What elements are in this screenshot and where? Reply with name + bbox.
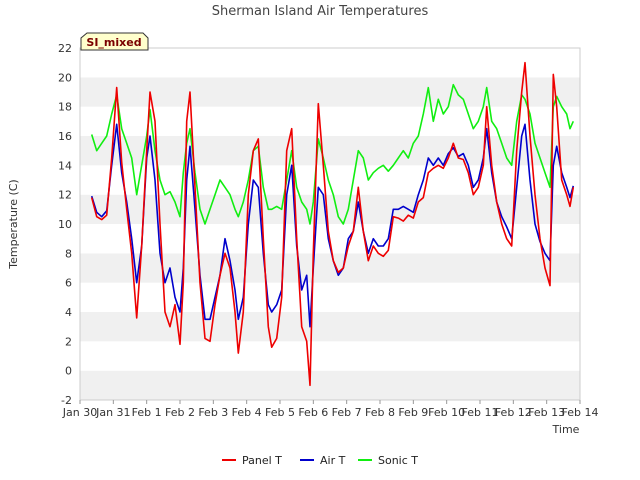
x-tick-label: Feb 3: [198, 406, 228, 419]
chart-title: Sherman Island Air Temperatures: [212, 4, 429, 19]
annotation-tag: SI_mixed: [80, 32, 149, 51]
y-tick-label: 22: [58, 42, 72, 55]
x-tick-label: Feb 4: [232, 406, 262, 419]
legend: Panel T Air T Sonic T: [222, 454, 418, 467]
x-tick-label: Jan 30: [62, 406, 97, 419]
y-tick-label: 12: [58, 189, 72, 202]
y-tick-label: 8: [65, 247, 72, 260]
grid-band: [80, 253, 580, 283]
series-line-sonic-t: [90, 83, 575, 225]
grid-bands: [80, 48, 580, 400]
x-tick-label: Feb 10: [428, 406, 465, 419]
legend-label: Panel T: [242, 454, 282, 467]
x-tick-label: Feb 7: [332, 406, 362, 419]
y-tick-label: 2: [65, 335, 72, 348]
x-tick-label: Feb 1: [132, 406, 162, 419]
grid-band: [80, 282, 580, 312]
series-layer: [90, 61, 575, 387]
x-tick-label: Feb 14: [562, 406, 599, 419]
y-axis-label: Temperature (C): [7, 179, 20, 269]
grid-band: [80, 106, 580, 136]
x-tick-label: Feb 13: [528, 406, 565, 419]
x-tick-label: Feb 2: [165, 406, 195, 419]
grid-band: [80, 48, 580, 78]
grid-band: [80, 370, 580, 400]
x-axis-label: Time: [552, 423, 580, 436]
y-tick-label: 6: [65, 277, 72, 290]
y-tick-label: 0: [65, 365, 72, 378]
x-tick-label: Jan 31: [95, 406, 130, 419]
grid-band: [80, 77, 580, 107]
grid-band: [80, 341, 580, 371]
legend-label: Air T: [320, 454, 346, 467]
y-tick-label: -2: [61, 394, 72, 407]
plot-frame: [79, 47, 581, 401]
y-tick-label: 14: [58, 159, 72, 172]
x-tick-label: Feb 6: [298, 406, 328, 419]
y-tick-label: 16: [58, 130, 72, 143]
x-tick-label: Feb 5: [265, 406, 295, 419]
x-tick-label: Feb 8: [365, 406, 395, 419]
x-tick-label: Feb 11: [462, 406, 499, 419]
y-tick-label: 10: [58, 218, 72, 231]
x-tick-label: Feb 12: [495, 406, 532, 419]
annotation-label: SI_mixed: [86, 36, 141, 49]
legend-label: Sonic T: [378, 454, 418, 467]
grid-band: [80, 312, 580, 342]
y-tick-label: 18: [58, 101, 72, 114]
series-line-panel-t: [90, 61, 575, 387]
grid-band: [80, 136, 580, 166]
x-tick-label: Feb 9: [398, 406, 428, 419]
y-tick-label: 20: [58, 71, 72, 84]
y-ticks: -2 0 2 4 6 8 10 12 14 16 18 20 22: [58, 42, 72, 407]
grid-band: [80, 194, 580, 224]
y-tick-label: 4: [65, 306, 72, 319]
